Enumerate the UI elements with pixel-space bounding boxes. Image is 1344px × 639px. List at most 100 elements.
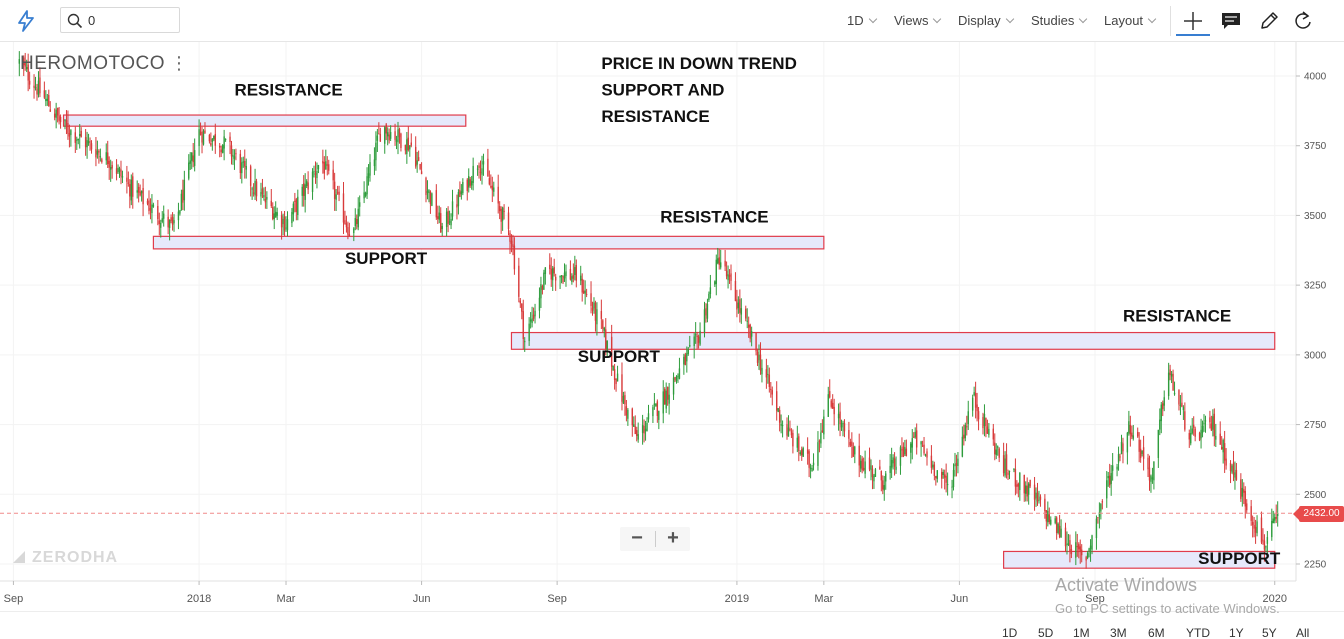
reset-button[interactable] <box>1290 8 1316 34</box>
candle-body <box>524 341 526 343</box>
candle-body <box>96 150 99 155</box>
candle-body <box>1163 397 1165 406</box>
candle-body <box>787 427 790 437</box>
candle-body <box>924 454 927 456</box>
candle-body <box>789 428 791 431</box>
symbol-options-icon[interactable]: ⋮ <box>170 53 188 73</box>
candle-body <box>1201 425 1204 433</box>
draw-button[interactable] <box>1256 8 1282 34</box>
candle-body <box>95 149 97 158</box>
candle-body <box>851 441 853 447</box>
candle-body <box>543 272 545 290</box>
candle-body <box>356 218 358 225</box>
chart-annotation: RESISTANCE <box>1123 306 1231 325</box>
candlestick-chart[interactable]: 4000 3750 3500 3250 3000 2750 2500 2250 Sep 2018… <box>0 42 1344 611</box>
activate-windows-notice: Activate Windows Go to PC settings to ac… <box>1055 575 1280 616</box>
candle-body <box>192 155 194 163</box>
range-button-ytd[interactable]: YTD <box>1186 626 1210 639</box>
candle-body <box>1098 512 1101 517</box>
candle-body <box>613 369 616 380</box>
candle-body <box>602 320 604 329</box>
candle-body <box>574 267 576 276</box>
lightning-icon[interactable] <box>14 9 38 33</box>
views-dropdown[interactable]: Views <box>894 13 942 28</box>
candle-body <box>703 309 706 333</box>
candle-body <box>507 212 510 230</box>
symbol-search-input[interactable] <box>88 11 174 29</box>
interval-dropdown[interactable]: 1D <box>847 13 877 28</box>
candle-body <box>414 146 417 167</box>
candle-body <box>910 443 912 453</box>
resistance-zone[interactable] <box>62 114 467 127</box>
candle-body <box>1246 503 1248 511</box>
range-button-1d[interactable]: 1D <box>1002 626 1018 639</box>
candle-body <box>242 161 244 163</box>
candle-body <box>1129 424 1132 435</box>
studies-dropdown[interactable]: Studies <box>1031 13 1088 28</box>
candle-body <box>895 466 897 470</box>
range-button-1y[interactable]: 1Y <box>1229 626 1244 639</box>
candle-body <box>204 130 206 133</box>
chart-annotation: SUPPORT <box>578 347 661 366</box>
candle-body <box>510 240 513 244</box>
range-button-1m[interactable]: 1M <box>1073 626 1090 639</box>
zoom-in-button[interactable]: + <box>667 527 679 549</box>
candle-body <box>1044 498 1046 512</box>
candle-body <box>55 109 57 118</box>
candle-body <box>600 311 603 319</box>
candle-body <box>1162 403 1164 410</box>
x-tick-label: Sep <box>1085 593 1105 605</box>
candle-body <box>590 293 592 307</box>
candle-body <box>809 467 812 469</box>
candle-body <box>1212 416 1214 430</box>
candle-body <box>130 179 133 201</box>
zoom-out-button[interactable]: − <box>631 527 643 549</box>
candle-body <box>880 470 883 481</box>
candle-body <box>621 374 623 402</box>
candle-body <box>616 373 619 382</box>
range-button-5d[interactable]: 5D <box>1038 626 1054 639</box>
candle-body <box>316 171 318 179</box>
candle-body <box>305 181 308 187</box>
range-button-3m[interactable]: 3M <box>1110 626 1127 639</box>
candle-body <box>954 464 956 467</box>
candle-body <box>1190 433 1192 444</box>
candle-body <box>179 210 181 214</box>
y-tick-label: 3000 <box>1304 350 1327 361</box>
chart-annotation: PRICE IN DOWN TREND <box>601 54 797 73</box>
candle-body <box>161 218 163 222</box>
candle-body <box>132 176 134 197</box>
candle-body <box>406 139 408 155</box>
candle-body <box>389 132 392 139</box>
candle-body <box>388 134 390 141</box>
candle-body <box>955 463 958 466</box>
candle-body <box>554 276 557 281</box>
candle-body <box>87 140 90 144</box>
candle-body <box>693 336 695 347</box>
candle-body <box>378 133 380 135</box>
range-button-5y[interactable]: 5Y <box>1262 626 1277 639</box>
display-dropdown[interactable]: Display <box>958 13 1014 28</box>
candle-body <box>313 171 315 173</box>
candle-body <box>84 137 87 148</box>
candle-body <box>345 223 348 228</box>
range-button-6m[interactable]: 6M <box>1148 626 1165 639</box>
candle-body <box>472 165 474 183</box>
layout-dropdown[interactable]: Layout <box>1104 13 1157 28</box>
candle-body <box>1025 485 1027 494</box>
range-button-all[interactable]: All <box>1296 626 1310 639</box>
candle-body <box>291 212 293 224</box>
candle-body <box>1256 521 1258 534</box>
x-tick-label: Sep <box>4 593 24 605</box>
candle-body <box>509 232 511 242</box>
candle-body <box>488 178 491 185</box>
comment-button[interactable] <box>1218 8 1244 34</box>
candle-body <box>1272 518 1274 524</box>
candle-body <box>460 191 463 195</box>
candle-body <box>385 124 387 134</box>
support-zone[interactable] <box>152 235 825 250</box>
candle-body <box>1153 461 1155 481</box>
support_resistance-zone[interactable] <box>510 331 1276 350</box>
symbol-search-box[interactable] <box>60 7 180 33</box>
crosshair-button[interactable] <box>1176 8 1210 36</box>
